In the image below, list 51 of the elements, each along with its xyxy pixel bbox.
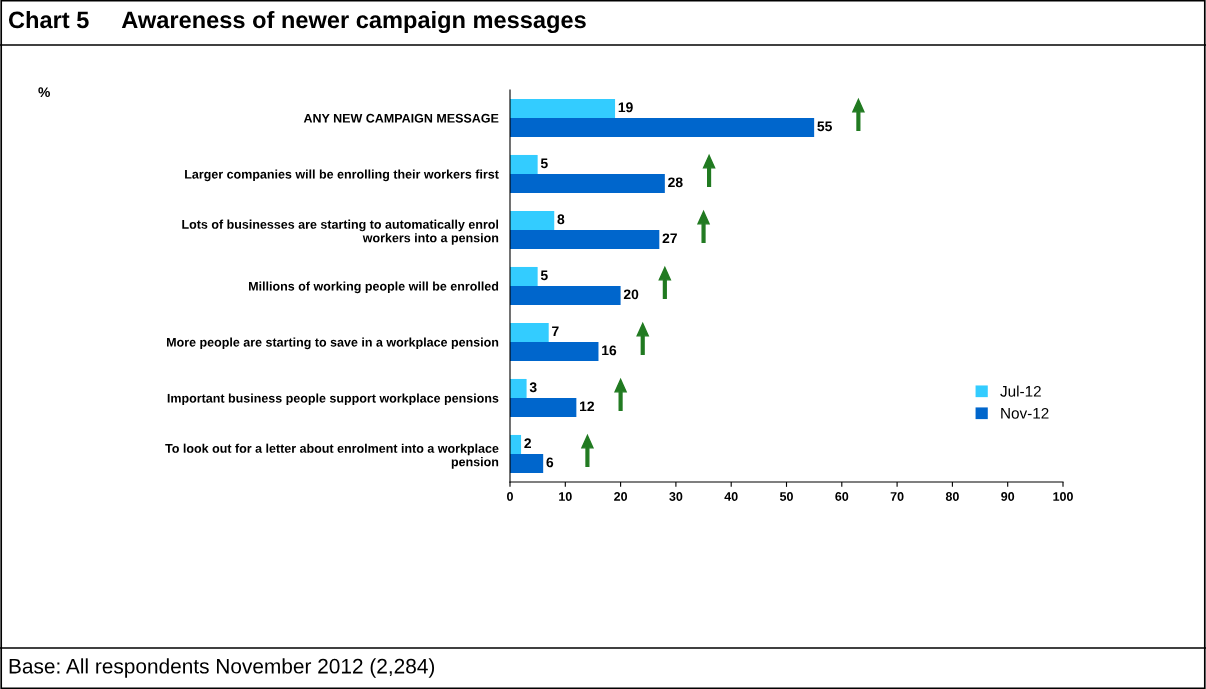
bar [510, 174, 665, 194]
bar [510, 154, 538, 174]
text: Base: All respondents November 2012 (2,284) [9, 658, 435, 678]
data-label: 2 [524, 438, 532, 449]
y-tick-label: More people are starting to save in a workplace pension [167, 337, 499, 350]
data-label: 12 [580, 401, 595, 412]
bar [510, 454, 544, 474]
x-tick-label: 50 [779, 492, 793, 501]
bar [510, 118, 815, 138]
x-tick-label: 40 [724, 492, 738, 501]
x-tick-label: 90 [1001, 492, 1015, 501]
x-tick-label: 70 [890, 492, 904, 501]
data-label: 28 [668, 177, 683, 188]
legend-label: Nov-12 [1001, 407, 1049, 419]
bar [510, 342, 599, 362]
data-label: 27 [662, 233, 677, 244]
legend-label: Jul-12 [1000, 385, 1041, 397]
x-tick-label: 20 [614, 492, 628, 501]
bar [510, 210, 555, 230]
data-label: 7 [552, 326, 559, 337]
y-tick-label: Lots of businesses are starting to automatically enrol workers into a pension [182, 219, 499, 245]
bar [510, 98, 616, 118]
x-tick-label: 60 [835, 492, 849, 501]
x-tick-label: 100 [1053, 492, 1073, 501]
bar [510, 434, 522, 454]
x-tick-label: 0 [507, 492, 513, 501]
data-label: 16 [602, 345, 617, 356]
data-label: 55 [817, 121, 832, 132]
bar [510, 266, 538, 286]
bar [510, 322, 549, 342]
y-tick-label: Millions of working people will be enrolled [249, 281, 499, 294]
bar [510, 286, 621, 306]
data-label: 20 [623, 289, 639, 300]
data-label: 5 [540, 158, 548, 169]
bar [510, 398, 577, 418]
data-label: 8 [557, 214, 565, 225]
x-tick-label: 80 [945, 492, 959, 501]
y-tick-label: To look out for a letter about enrolment into a workplace pension [165, 443, 499, 469]
bar [510, 378, 527, 398]
text: Chart 5 Awareness of newer campaign messages [8, 10, 586, 34]
y-tick-label: Larger companies will be enrolling their workers first [185, 169, 499, 182]
data-label: 19 [618, 102, 633, 113]
y-tick-label: ANY NEW CAMPAIGN MESSAGE [303, 113, 499, 123]
data-label: 6 [546, 457, 554, 468]
bar [510, 230, 660, 250]
y-tick-label: Important business people support workplace pensions [167, 393, 499, 406]
x-tick-label: 30 [669, 492, 683, 501]
data-label: 3 [529, 382, 537, 393]
text: % [38, 87, 50, 98]
data-label: 5 [540, 270, 548, 281]
x-tick-label: 10 [559, 492, 572, 501]
